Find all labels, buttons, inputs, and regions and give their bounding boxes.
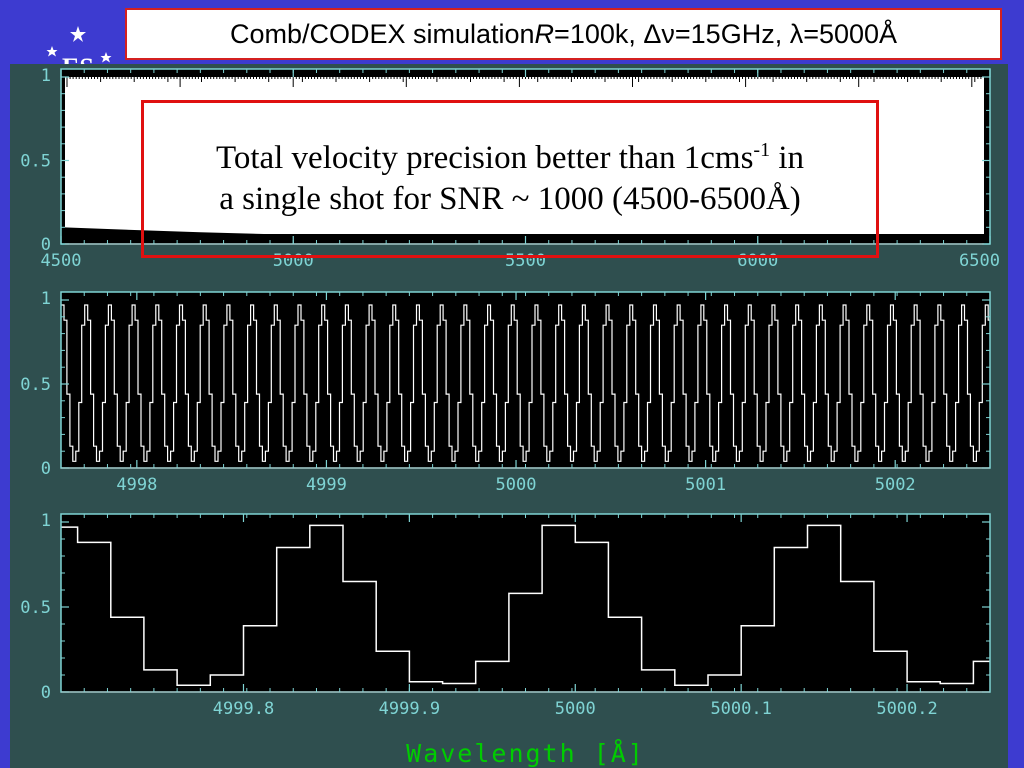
- title-r-symbol: R: [534, 18, 555, 49]
- annotation-line-2: a single shot for SNR ~ 1000 (4500-6500Å…: [219, 181, 801, 217]
- panel-top-xtick-label-4: 6500: [959, 251, 1000, 271]
- panel-middle-xtick-label-3: 5001: [685, 475, 726, 495]
- panel-middle-xtick-label-4: 5002: [875, 475, 916, 495]
- panel-top-xtick-label-0: 4500: [41, 251, 82, 271]
- panel-top-ytick-label-0: 0: [41, 235, 51, 255]
- panel-top-fill: [65, 77, 984, 234]
- panel-middle-ytick-label-0: 0: [41, 459, 51, 479]
- panel-bottom-xtick-label-3: 5000.1: [710, 699, 771, 719]
- panel-middle-xtick-label-2: 5000: [496, 475, 537, 495]
- panel-bottom-xtick-label-2: 5000: [555, 699, 596, 719]
- precision-annotation: Total velocity precision better than 1cm…: [141, 100, 879, 258]
- x-axis-title: Wavelength [Å]: [406, 739, 645, 768]
- title-suffix: =100k, Δν=15GHz, λ=5000Å: [554, 18, 898, 49]
- panel-middle-background: [61, 292, 990, 468]
- panel-middle-ytick-label-2: 1: [41, 289, 51, 309]
- panel-middle-ytick-label-1: 0.5: [20, 375, 51, 395]
- panel-bottom-ytick-label-1: 0.5: [20, 598, 51, 618]
- panel-bottom-xtick-label-4: 5000.2: [876, 699, 937, 719]
- panel-bottom-background: [61, 514, 990, 692]
- plot-area: 0 0.5 1 4500 5000 5500 6000 6500 0 0.5 1 4998 4999 50…: [10, 64, 1008, 768]
- panel-bottom-series-0: [61, 524, 990, 686]
- annotation-line-1-tail: in: [770, 139, 805, 176]
- title-prefix: Comb/CODEX simulation: [229, 18, 535, 49]
- panel-bottom-xtick-label-1: 4999.9: [379, 699, 440, 719]
- panel-middle-xtick-label-0: 4998: [116, 475, 157, 495]
- annotation-line-1-exponent: -1: [753, 138, 771, 161]
- panel-top-ytick-label-1: 0.5: [20, 152, 51, 172]
- panel-top-absorption-spikes: [66, 77, 982, 87]
- panel-bottom-ytick-label-0: 0: [41, 683, 51, 703]
- annotation-line-1: Total velocity precision better than 1cm…: [216, 138, 804, 179]
- panel-bottom-ytick-label-2: 1: [41, 511, 51, 531]
- panel-middle-xtick-label-1: 4999: [306, 475, 347, 495]
- annotation-line-1-main: Total velocity precision better than 1cm…: [215, 139, 754, 176]
- panel-top-ytick-label-2: 1: [41, 66, 51, 86]
- slide-title: Comb/CODEX simulation R =100k, Δν=15GHz, …: [125, 8, 1002, 60]
- panel-middle-comb-trace: [61, 304, 990, 462]
- panel-bottom-xtick-label-0: 4999.8: [213, 699, 274, 719]
